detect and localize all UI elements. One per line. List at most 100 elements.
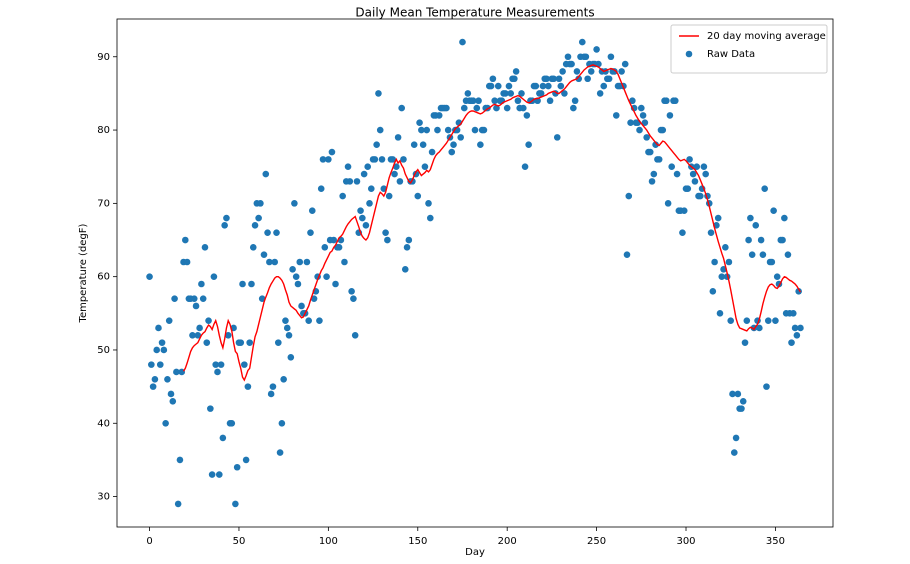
data-point [722, 244, 729, 251]
data-point [353, 178, 361, 185]
y-tick-label: 30 [97, 492, 110, 503]
data-point [169, 397, 177, 405]
data-point [323, 273, 330, 280]
data-point [316, 317, 323, 324]
data-point [283, 324, 291, 332]
y-tick-label: 50 [97, 345, 110, 356]
x-tick-label: 300 [676, 536, 695, 547]
data-point [725, 258, 733, 266]
data-point [242, 456, 250, 464]
x-tick-label: 350 [766, 536, 785, 547]
data-point [494, 82, 502, 90]
data-point [351, 332, 359, 339]
data-point [382, 229, 389, 236]
data-point [773, 273, 781, 280]
data-point [228, 419, 236, 427]
data-point [772, 317, 779, 324]
y-tick-label: 90 [97, 52, 110, 63]
data-point [795, 288, 802, 295]
data-point [693, 163, 701, 171]
data-point [770, 207, 777, 214]
data-point [428, 148, 436, 156]
data-point [174, 500, 182, 508]
data-point [555, 75, 563, 83]
data-point [273, 229, 280, 236]
data-point [716, 310, 724, 317]
data-point [401, 266, 409, 273]
data-point [570, 104, 577, 112]
data-point [659, 126, 667, 134]
data-point [165, 317, 173, 324]
data-point [779, 236, 786, 244]
data-point [405, 236, 413, 244]
legend-box [670, 24, 828, 74]
y-tick-label: 70 [97, 198, 110, 209]
data-point [512, 68, 520, 75]
data-point [638, 104, 645, 112]
data-point [639, 112, 647, 119]
data-point [550, 75, 557, 83]
data-point [335, 244, 343, 251]
data-point [251, 222, 259, 229]
data-point [702, 170, 709, 178]
data-point [319, 156, 327, 163]
data-point [419, 141, 427, 149]
data-point [346, 178, 354, 185]
data-point [457, 134, 464, 141]
data-point [221, 222, 228, 229]
data-point [469, 97, 477, 105]
data-point [233, 463, 241, 471]
data-point [761, 185, 768, 192]
data-point [514, 97, 522, 105]
data-point [367, 185, 375, 192]
data-point [182, 236, 189, 244]
data-point [339, 192, 346, 200]
legend-label: Raw Data [707, 49, 755, 60]
data-point [460, 104, 468, 112]
data-point [176, 456, 184, 464]
legend-swatch [685, 50, 693, 58]
data-point [507, 90, 515, 97]
data-point [378, 156, 386, 163]
data-point [605, 75, 613, 83]
data-point [523, 112, 531, 119]
data-point [391, 170, 398, 178]
x-tick-label: 0 [146, 536, 152, 547]
data-point [194, 332, 202, 339]
data-point [317, 185, 325, 192]
data-point [364, 163, 372, 171]
data-point [568, 60, 575, 68]
data-point [671, 97, 679, 105]
x-tick-label: 100 [319, 536, 338, 547]
data-point [739, 397, 747, 405]
data-point [700, 163, 708, 171]
data-point [328, 148, 336, 156]
data-point [294, 280, 302, 288]
data-point [559, 68, 566, 75]
data-point [793, 332, 801, 339]
data-point [448, 148, 456, 156]
data-point [519, 104, 527, 112]
data-point [545, 82, 552, 90]
data-point [643, 134, 650, 141]
data-point [768, 258, 776, 266]
data-point [210, 273, 218, 280]
data-point [357, 207, 364, 214]
data-point [237, 339, 245, 346]
data-point [189, 332, 196, 339]
data-point [459, 38, 466, 46]
data-point [384, 236, 391, 244]
data-point [680, 207, 688, 214]
data-point [376, 126, 384, 134]
data-point [714, 214, 722, 222]
data-point [400, 156, 407, 163]
data-point [557, 82, 565, 90]
data-point [752, 222, 760, 229]
data-point [267, 390, 275, 398]
data-point [781, 214, 788, 222]
data-point [543, 75, 550, 83]
data-point [282, 317, 289, 324]
data-point [396, 178, 404, 185]
data-point [171, 295, 178, 302]
